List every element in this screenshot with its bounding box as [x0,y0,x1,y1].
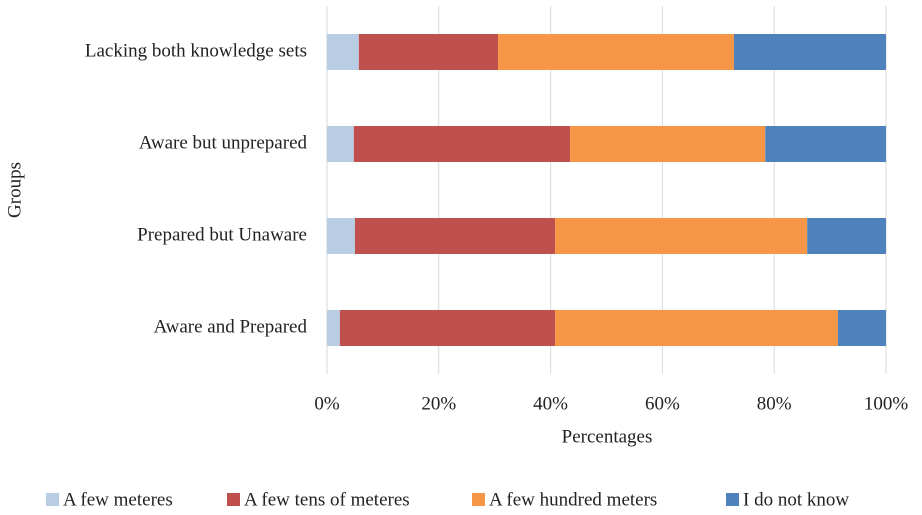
bar-segment [837,310,886,346]
bar-segment [765,126,886,162]
bar-segment [807,218,886,254]
bar-segment [353,126,571,162]
bar-segment [354,218,556,254]
bar-segment [358,34,499,70]
bar-segment [498,34,734,70]
y-tick-label: Aware but unprepared [139,132,308,153]
y-axis-title: Groups [4,162,25,218]
x-tick-label: 20% [421,393,456,414]
x-axis-title: Percentages [562,426,653,447]
y-tick-label: Lacking both knowledge sets [85,40,307,61]
legend-swatch [46,493,59,506]
x-tick-label: 80% [757,393,792,414]
bar-segment [570,126,766,162]
bar-segment [327,218,355,254]
x-tick-label: 40% [533,393,568,414]
bar-segment [733,34,886,70]
y-tick-label: Aware and Prepared [154,316,308,337]
x-tick-label: 60% [645,393,680,414]
x-tick-label: 0% [314,393,340,414]
legend-label: I do not know [743,489,849,510]
bar-segment [339,310,556,346]
bar-segment [555,218,808,254]
legend-label: A few hundred meters [489,489,657,510]
x-tick-label: 100% [864,393,909,414]
legend-label: A few meteres [63,489,173,510]
bar-segment [327,310,340,346]
legend-swatch [472,493,485,506]
bar-segment [327,126,354,162]
bar-segment [555,310,838,346]
legend-swatch [726,493,739,506]
bar-segment [327,34,359,70]
legend-label: A few tens of meteres [244,489,410,510]
y-tick-label: Prepared but Unaware [137,224,307,245]
legend-swatch [227,493,240,506]
